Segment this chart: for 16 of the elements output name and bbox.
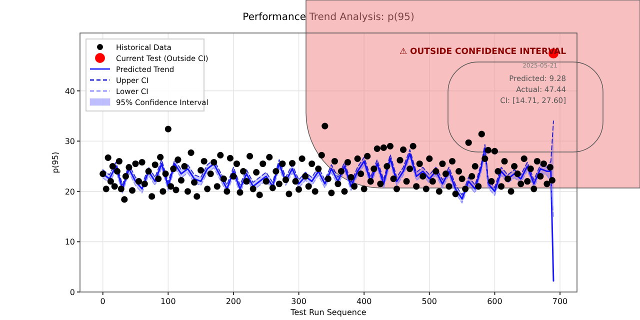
y-tick-label: 30 <box>64 137 75 146</box>
x-tick-label: 300 <box>291 297 306 306</box>
x-tick-label: 400 <box>356 297 372 306</box>
y-tick-label: 10 <box>64 238 75 247</box>
x-tick-label: 0 <box>100 297 106 306</box>
x-tick-label: 700 <box>552 297 568 306</box>
y-tick-label: 40 <box>64 86 75 96</box>
x-axis-title: Test Run Sequence <box>290 308 366 317</box>
y-tick-label: 0 <box>70 288 75 297</box>
x-tick-label: 200 <box>226 297 242 306</box>
x-tick-label: 500 <box>422 297 438 306</box>
x-tick-label: 100 <box>160 297 176 306</box>
x-tick-label: 600 <box>487 297 502 306</box>
chart-title: Performance Trend Analysis: p(95) <box>242 12 414 23</box>
y-axis-title: p(95) <box>51 152 60 174</box>
y-tick-label: 20 <box>64 187 75 196</box>
